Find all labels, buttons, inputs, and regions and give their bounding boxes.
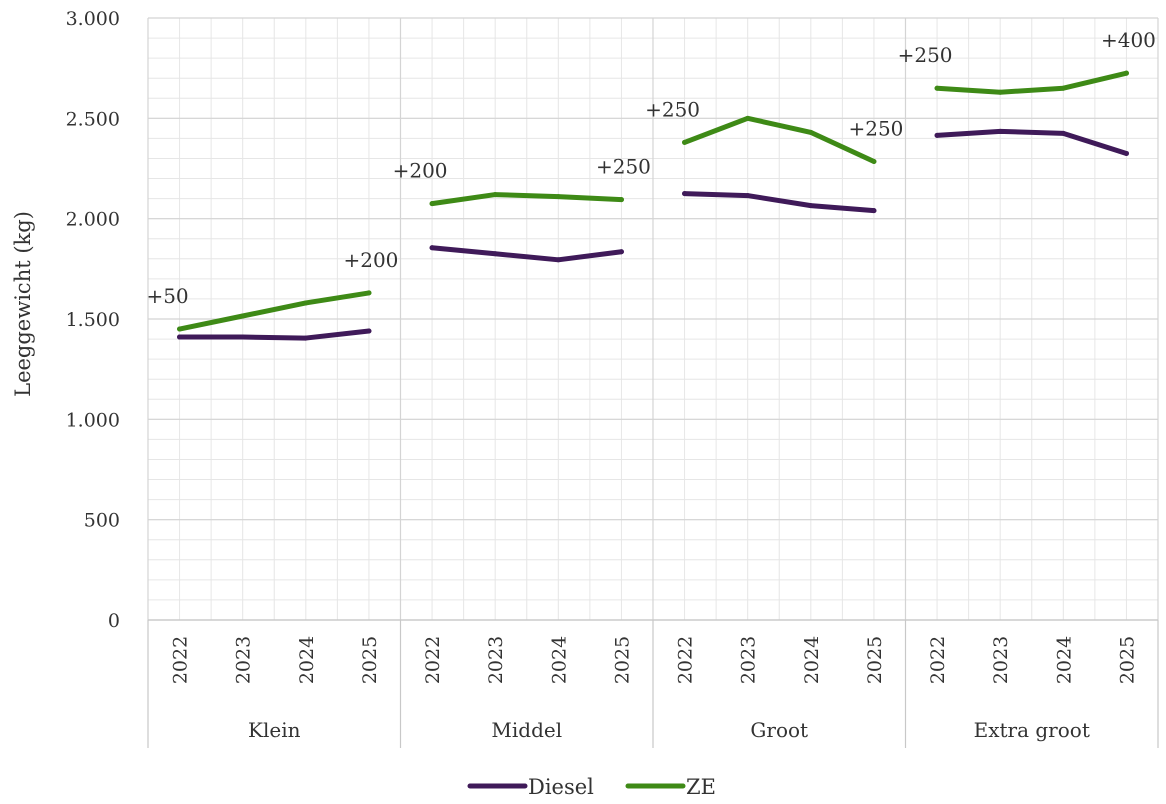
data-point-ze (1060, 85, 1066, 91)
x-year-label: 2022 (927, 636, 949, 684)
y-tick-label: 2.500 (66, 108, 120, 130)
y-tick-label: 0 (108, 610, 120, 632)
x-group-label: Extra groot (974, 718, 1090, 742)
difference-label: +200 (393, 159, 448, 183)
data-point-ze (871, 158, 877, 164)
series-line-diesel (934, 128, 1129, 156)
y-axis-title: Leeggewicht (kg) (11, 211, 35, 397)
axes: 0 500 1.000 1.500 2.000 2.500 3.000 2022 2023 202… (66, 8, 1159, 748)
data-point-ze (492, 192, 498, 198)
data-point-ze (934, 85, 940, 91)
y-tick-label: 500 (84, 510, 120, 532)
difference-label: +250 (596, 155, 651, 179)
data-annotations: +50 +200 +200 +250 +250 +250 +250 +400 (146, 28, 1155, 308)
difference-label: +50 (146, 284, 188, 308)
data-point-ze (429, 201, 435, 207)
x-year-label: 2025 (611, 636, 633, 684)
x-year-label: 2024 (296, 636, 318, 684)
x-year-label: 2024 (801, 636, 823, 684)
series-line-diesel (682, 191, 877, 214)
x-group-label: Klein (248, 718, 301, 742)
data-point-diesel (366, 328, 372, 334)
series-line-ze (934, 70, 1129, 95)
data-point-ze (808, 129, 814, 135)
y-tick-label: 1.500 (66, 309, 120, 331)
x-group-label: Middel (491, 718, 562, 742)
data-point-ze (366, 290, 372, 296)
data-point-diesel (618, 249, 624, 255)
data-point-ze (240, 313, 246, 319)
difference-label: +400 (1101, 28, 1156, 52)
x-year-label: 2025 (359, 636, 381, 684)
data-point-diesel (871, 208, 877, 214)
difference-label: +250 (898, 43, 953, 67)
legend-label-diesel: Diesel (528, 775, 594, 799)
data-point-diesel (555, 257, 561, 263)
x-year-label: 2023 (485, 636, 507, 684)
data-point-ze (303, 300, 309, 306)
series-line-ze (429, 192, 624, 207)
data-point-ze (1123, 70, 1129, 76)
data-point-ze (177, 326, 183, 332)
x-year-label: 2023 (738, 636, 760, 684)
x-year-label: 2022 (170, 636, 192, 684)
legend-label-ze: ZE (686, 775, 716, 799)
x-year-label: 2022 (675, 636, 697, 684)
data-point-diesel (492, 251, 498, 257)
x-year-label: 2025 (1116, 636, 1138, 684)
series-line-ze (682, 115, 877, 164)
data-point-diesel (240, 334, 246, 340)
data-point-diesel (303, 335, 309, 341)
data-point-diesel (997, 128, 1003, 134)
data-point-ze (555, 194, 561, 200)
y-tick-label: 2.000 (66, 209, 120, 231)
y-tick-label: 3.000 (66, 8, 120, 30)
difference-label: +250 (848, 116, 903, 140)
series-lines (177, 70, 1129, 341)
x-year-label: 2022 (422, 636, 444, 684)
data-point-ze (997, 89, 1003, 95)
legend: Diesel ZE (467, 775, 716, 799)
data-point-diesel (808, 203, 814, 209)
data-point-diesel (682, 191, 688, 197)
data-point-ze (745, 115, 751, 121)
data-point-ze (618, 197, 624, 203)
x-year-label: 2025 (864, 636, 886, 684)
data-point-diesel (934, 132, 940, 138)
data-point-ze (682, 139, 688, 145)
difference-label: +250 (645, 97, 700, 121)
data-point-diesel (429, 245, 435, 251)
series-line-diesel (177, 328, 372, 341)
x-year-label: 2024 (1053, 636, 1075, 684)
x-group-label: Groot (750, 718, 808, 742)
data-point-diesel (745, 193, 751, 199)
difference-label: +200 (343, 248, 398, 272)
x-year-label: 2023 (990, 636, 1012, 684)
data-point-diesel (1060, 130, 1066, 136)
data-point-diesel (1123, 150, 1129, 156)
series-line-diesel (429, 245, 624, 263)
x-year-label: 2023 (233, 636, 255, 684)
series-line-ze (177, 290, 372, 332)
data-point-diesel (177, 334, 183, 340)
x-year-label: 2024 (548, 636, 570, 684)
y-tick-label: 1.000 (66, 409, 120, 431)
gridlines (147, 17, 1159, 621)
